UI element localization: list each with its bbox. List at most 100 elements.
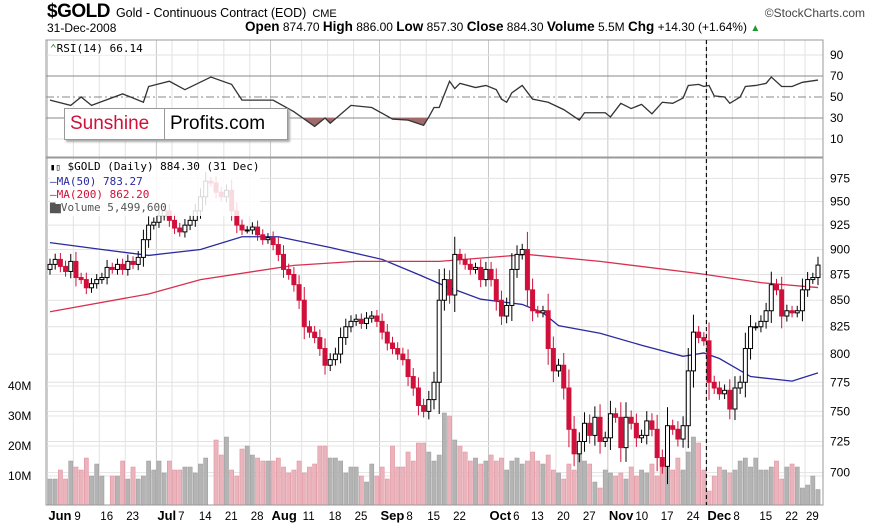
volume-bar (436, 454, 442, 506)
candle (550, 336, 556, 383)
candle-body (135, 256, 141, 265)
volume-bar (514, 457, 520, 506)
x-tick-label: 6 (513, 511, 519, 523)
volume-legend: Volume 5,499,600 (60, 201, 167, 214)
candle (447, 270, 453, 304)
candle-body (436, 299, 442, 383)
candle (696, 325, 702, 344)
volume-bar (774, 460, 779, 506)
candle-body (763, 310, 769, 322)
volume-bar (218, 454, 224, 506)
candle (675, 421, 681, 447)
candlestick-icon: ▮▯ (50, 163, 61, 173)
price-tick-label: 925 (830, 218, 850, 232)
volume-bar (120, 460, 125, 506)
volume-bar (99, 475, 105, 506)
candle (151, 217, 157, 230)
low-value: 857.30 (426, 20, 464, 34)
candle (379, 313, 385, 340)
volume-bar (608, 472, 613, 506)
candle-body (78, 277, 84, 281)
candle-body (374, 315, 380, 322)
volume-bar (52, 478, 58, 506)
volume-bar (805, 484, 810, 506)
candle-body (628, 416, 634, 424)
candle-body (701, 337, 707, 342)
volume-bar (685, 451, 691, 506)
candle-body (312, 331, 318, 339)
volume-bar (68, 460, 74, 506)
open-label: Open (245, 19, 280, 34)
candle-body (291, 273, 297, 286)
rsi-panel (49, 76, 819, 128)
candle-body (618, 416, 624, 449)
volume-bar (519, 463, 525, 506)
candle-body (379, 320, 385, 333)
candle-body (633, 422, 639, 439)
price-tick-label: 900 (830, 242, 850, 256)
candle (332, 347, 338, 366)
close-label: Close (466, 19, 504, 34)
ma50-line-icon: — (50, 175, 57, 188)
volume-bar (421, 442, 426, 506)
candle-body (815, 264, 821, 279)
candle-body (68, 260, 74, 272)
candle (727, 379, 733, 420)
candle (426, 390, 432, 420)
volume-bar (151, 469, 157, 506)
candle (524, 231, 530, 307)
candle-body (659, 457, 665, 467)
price-tick-label: 950 (830, 194, 850, 208)
volume-bar (743, 457, 748, 506)
candle-body (172, 219, 178, 229)
candle (374, 309, 380, 327)
candle (286, 263, 292, 280)
volume-bar (717, 466, 722, 506)
volume-bar (545, 454, 551, 506)
candle (576, 432, 582, 463)
volume-bar (395, 466, 401, 506)
candle-body (535, 310, 541, 314)
candle (789, 305, 795, 318)
candle (327, 353, 333, 372)
candle (701, 332, 707, 346)
rsi-icon: ⌃ (50, 42, 57, 55)
volume-bar (250, 454, 255, 506)
candle-body (146, 224, 152, 241)
candle-body (63, 265, 69, 272)
candle-body (73, 260, 79, 279)
candle (613, 407, 619, 423)
volume-bar (322, 445, 328, 506)
volume-bar (130, 466, 136, 506)
candle (291, 266, 297, 292)
moving-averages (49, 236, 819, 382)
candle-body (748, 326, 754, 350)
rsi-tick-label: 90 (830, 48, 844, 62)
candle-body (649, 420, 655, 430)
candle-body (99, 277, 105, 281)
volume-tick-label: 30M (8, 409, 31, 423)
candle-body (727, 389, 733, 410)
x-tick-label: 23 (126, 511, 139, 523)
volume-bar (556, 472, 561, 506)
volume-bar (384, 478, 390, 506)
candle-body (561, 364, 567, 389)
volume-bar (172, 469, 177, 506)
volume-bar (312, 463, 317, 506)
rsi-legend-text: RSI(14) 66.14 (56, 42, 143, 55)
volume-bar (270, 460, 276, 506)
volume-bar (301, 472, 307, 506)
candle-body (550, 348, 556, 372)
candle (706, 322, 712, 400)
volume-bar (530, 451, 535, 506)
volume-bar (379, 466, 385, 506)
x-tick-label: 21 (225, 511, 238, 523)
volume-bar (141, 475, 146, 506)
candle-body (348, 320, 354, 328)
volume-bar (473, 457, 478, 506)
x-tick-label: 7 (178, 511, 184, 523)
volume-bar (286, 472, 292, 506)
candle-body (467, 263, 473, 270)
candle (239, 219, 245, 235)
logo-part-2: Profits.com (170, 113, 266, 134)
